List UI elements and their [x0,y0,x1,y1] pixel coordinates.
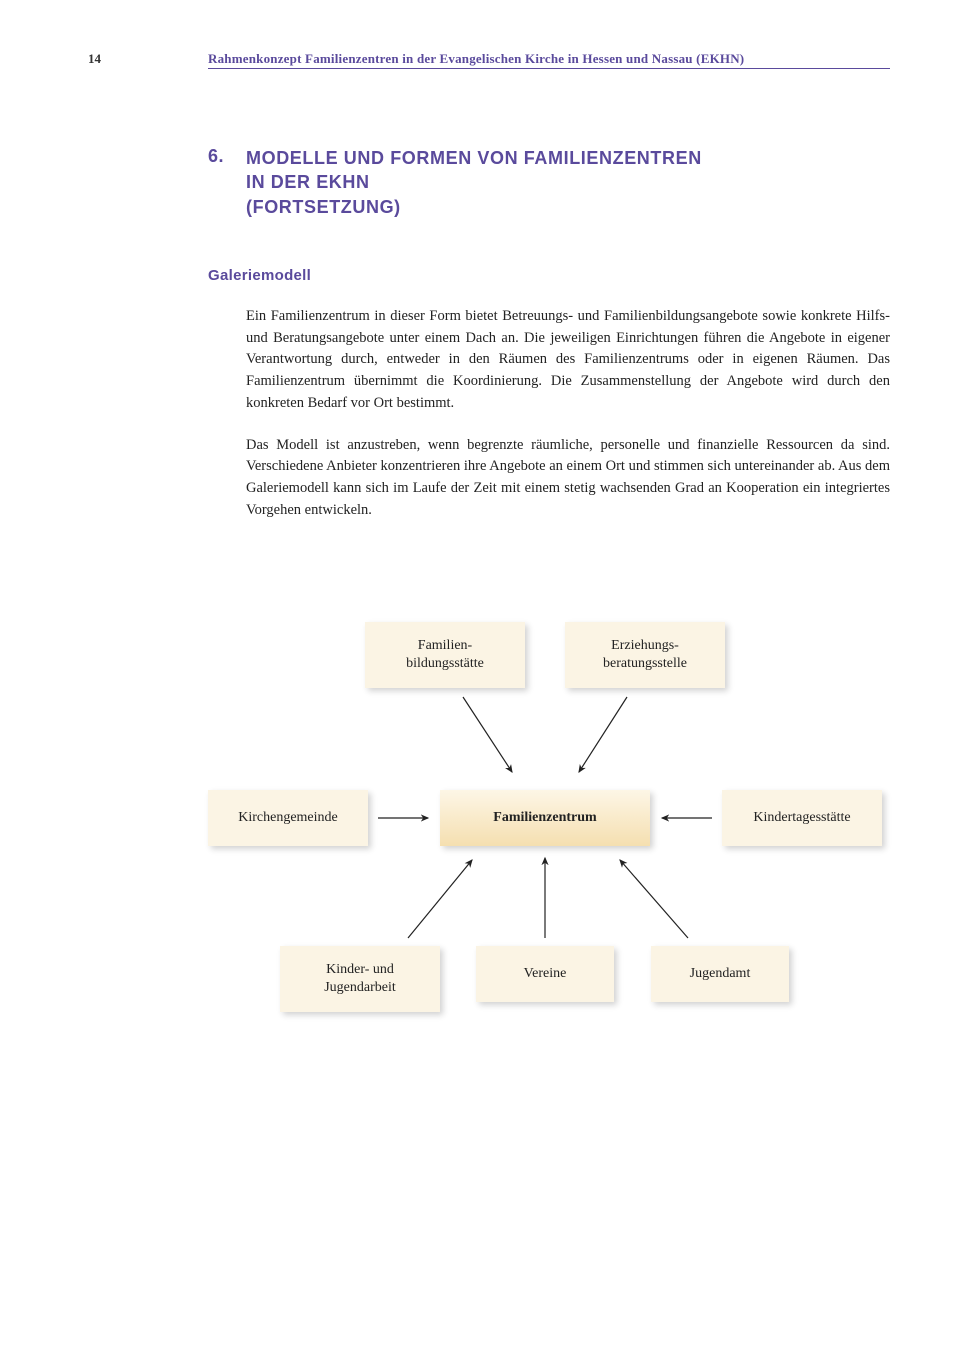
diagram-node-erziehung: Erziehungs-beratungsstelle [565,622,725,688]
paragraph-1: Ein Familienzentrum in dieser Form biete… [246,306,890,415]
section-title: MODELLE UND FORMEN VON FAMILIENZENTREN I… [246,146,702,219]
section-title-line3: (FORTSETZUNG) [246,197,401,217]
section-title-line1: MODELLE UND FORMEN VON FAMILIENZENTREN [246,148,702,168]
section-number: 6. [208,146,246,167]
diagram-node-familienbildung: Familien-bildungsstätte [365,622,525,688]
diagram-node-kinderjugend: Kinder- undJugendarbeit [280,946,440,1012]
section-title-line2: IN DER EKHN [246,172,370,192]
running-header: Rahmenkonzept Familienzentren in der Eva… [208,51,890,67]
diagram-node-kirchengemeinde: Kirchengemeinde [208,790,368,846]
header-rule [208,68,890,69]
page-number: 14 [88,51,101,67]
paragraph-2: Das Modell ist anzustreben, wenn begrenz… [246,435,890,522]
section-heading: 6. MODELLE UND FORMEN VON FAMILIENZENTRE… [208,146,890,219]
diagram-edge-kinderjugend [408,860,472,938]
diagram-node-jugendamt: Jugendamt [651,946,789,1002]
diagram-edge-familienbildung [463,697,512,772]
subheading-galeriemodell: Galeriemodell [208,267,890,284]
diagram-node-center: Familienzentrum [440,790,650,846]
main-content: 6. MODELLE UND FORMEN VON FAMILIENZENTRE… [208,146,890,542]
diagram-edge-erziehung [579,697,627,772]
diagram-node-vereine: Vereine [476,946,614,1002]
diagram-edge-jugendamt [620,860,688,938]
galeriemodell-diagram: Familien-bildungsstätte Erziehungs-beratu… [208,622,890,1052]
diagram-node-kita: Kindertagesstätte [722,790,882,846]
